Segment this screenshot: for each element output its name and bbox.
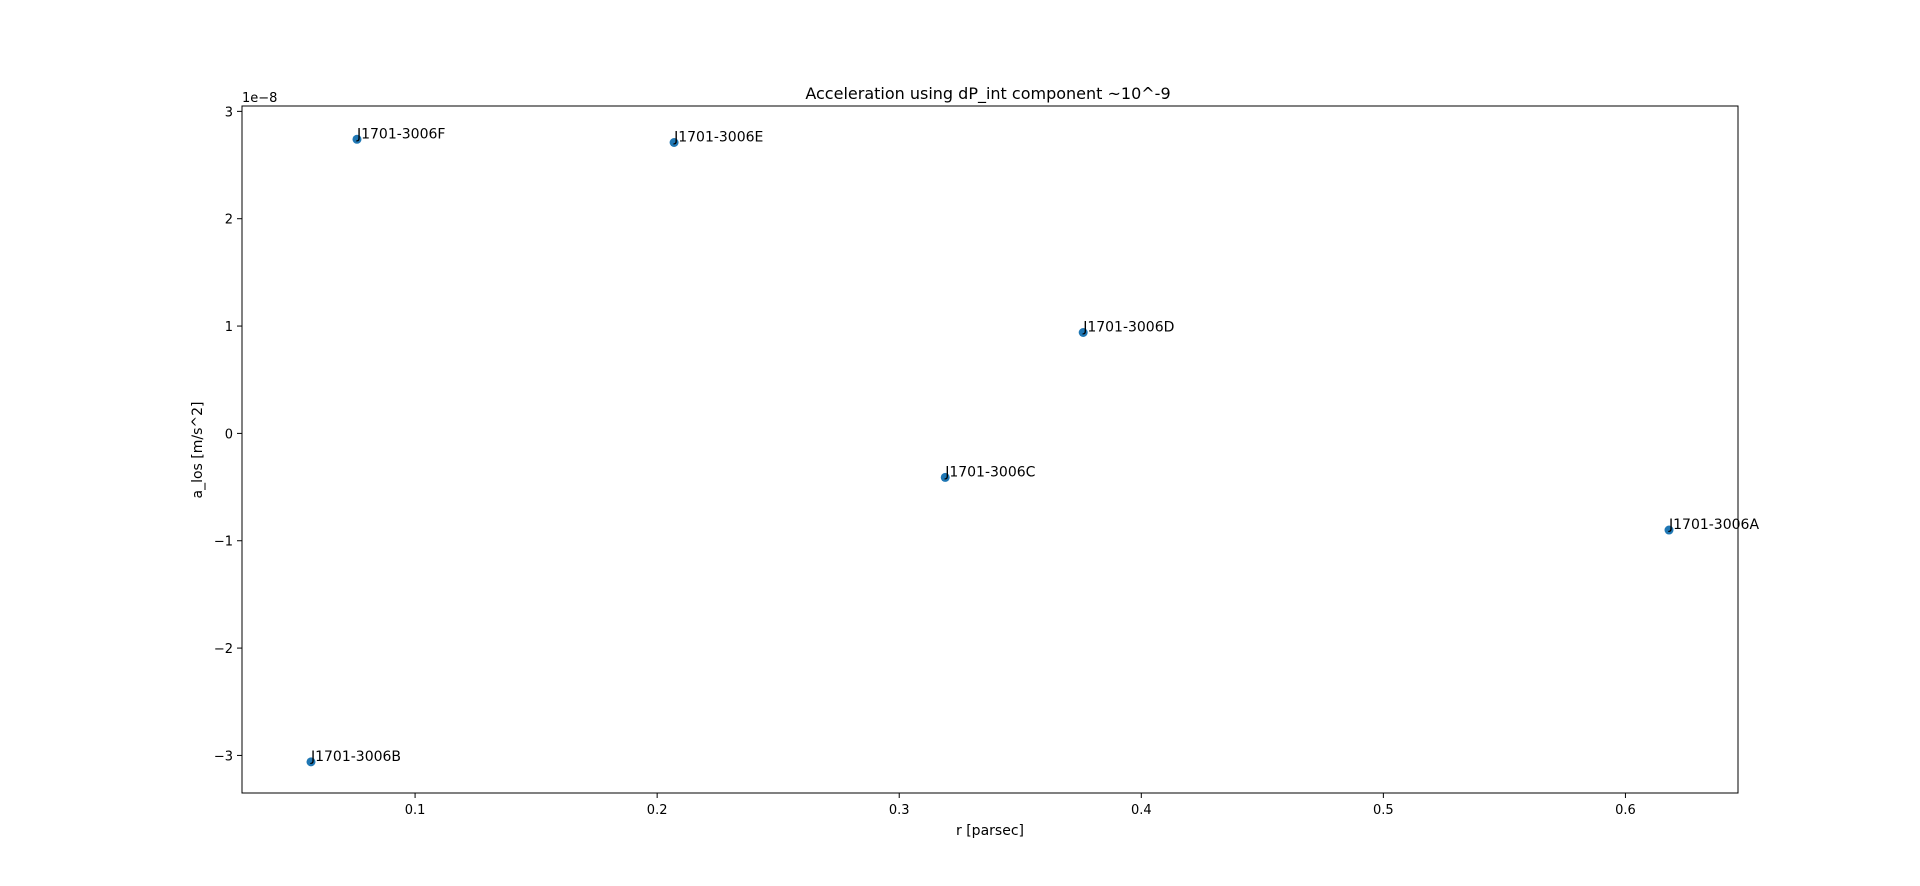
data-point: [306, 757, 316, 767]
y-tick-label: −3: [214, 749, 233, 764]
point-label: J1701-3006E: [673, 129, 763, 145]
data-point: [1078, 327, 1088, 337]
axes-frame: [241, 105, 1739, 794]
point-label: J1701-3006A: [1668, 517, 1759, 533]
x-axis-label: r [parsec]: [956, 823, 1024, 839]
y-axis-offset-label: 1e−8: [242, 91, 277, 106]
y-tick-label: −1: [214, 535, 233, 550]
x-tick-label: 0.3: [889, 803, 910, 818]
y-tick-label: −2: [214, 642, 233, 657]
y-tick-label: 0: [225, 427, 233, 442]
y-tick-label: 3: [225, 105, 233, 120]
point-label: J1701-3006B: [310, 749, 401, 765]
point-label: J1701-3006F: [356, 126, 446, 142]
x-tick-label: 0.6: [1615, 803, 1636, 818]
y-tick-label: 2: [225, 213, 233, 228]
chart-title: Acceleration using dP_int component ~10^…: [805, 84, 1170, 104]
plot-area: J1701-3006F J1701-3006E J1701-3006D J1701-3…: [306, 126, 1759, 767]
data-point: [352, 134, 362, 144]
data-point: [1664, 525, 1674, 535]
y-tick-label: 1: [225, 320, 233, 335]
x-tick-label: 0.4: [1131, 803, 1152, 818]
x-tick-label: 0.1: [405, 803, 426, 818]
y-axis-label: a_los [m/s^2]: [190, 402, 206, 499]
data-point: [940, 472, 950, 482]
point-label: J1701-3006D: [1082, 319, 1174, 335]
point-label: J1701-3006C: [944, 464, 1035, 480]
x-tick-label: 0.5: [1373, 803, 1394, 818]
x-tick-label: 0.2: [647, 803, 668, 818]
data-point: [669, 137, 679, 147]
